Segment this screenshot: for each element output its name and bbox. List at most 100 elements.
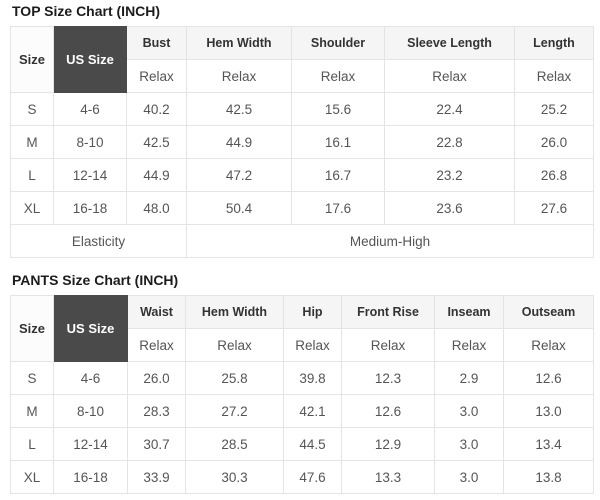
value-cell: 16.7 [291, 158, 385, 192]
value-cell: 27.2 [185, 394, 284, 428]
value-cell: 16.1 [291, 125, 385, 159]
pants-column-header-front-rise: Front Rise [341, 295, 435, 329]
value-cell: 47.2 [186, 158, 292, 192]
value-cell: 22.8 [384, 125, 515, 159]
top-header-row: Size US Size Bust Hem Width Shoulder Sle… [10, 26, 594, 93]
pants-header-row: Size US Size Waist Hem Width Hip Front R… [10, 295, 594, 362]
fit-cell: Relax [126, 59, 187, 93]
value-cell: 13.4 [503, 427, 594, 461]
value-cell: 42.5 [126, 125, 187, 159]
value-cell: 3.0 [434, 394, 504, 428]
fit-cell: Relax [384, 59, 515, 93]
value-cell: 25.2 [514, 92, 594, 126]
size-cell: XL [10, 460, 54, 494]
top-column-header-length: Length [514, 26, 594, 60]
top-column-header-sleeve-length: Sleeve Length [384, 26, 515, 60]
elasticity-value-cell: Medium-High [186, 224, 594, 258]
value-cell: 48.0 [126, 191, 187, 225]
value-cell: 47.6 [283, 460, 342, 494]
size-cell: M [10, 394, 54, 428]
us-size-cell: 4-6 [53, 361, 128, 395]
top-column-header-bust: Bust [126, 26, 187, 60]
value-cell: 26.0 [514, 125, 594, 159]
us-size-cell: 16-18 [53, 460, 128, 494]
fit-cell: Relax [186, 59, 292, 93]
size-cell: L [10, 427, 54, 461]
elasticity-label-cell: Elasticity [10, 224, 187, 258]
value-cell: 17.6 [291, 191, 385, 225]
value-cell: 12.3 [341, 361, 435, 395]
value-cell: 13.3 [341, 460, 435, 494]
table-row-xl: XL 16-18 48.0 50.4 17.6 23.6 27.6 [10, 191, 594, 225]
value-cell: 28.5 [185, 427, 284, 461]
top-chart-title: TOP Size Chart (INCH) [12, 3, 161, 19]
us-size-cell: 12-14 [53, 427, 128, 461]
table-row-s: S 4-6 40.2 42.5 15.6 22.4 25.2 [10, 92, 594, 126]
top-column-header-hem-width: Hem Width [186, 26, 292, 60]
fit-cell: Relax [185, 328, 284, 362]
pants-column-header-inseam: Inseam [434, 295, 504, 329]
value-cell: 50.4 [186, 191, 292, 225]
value-cell: 44.9 [126, 158, 187, 192]
value-cell: 28.3 [127, 394, 186, 428]
value-cell: 12.9 [341, 427, 435, 461]
pants-size-table: Size US Size Waist Hem Width Hip Front R… [10, 295, 594, 494]
value-cell: 27.6 [514, 191, 594, 225]
table-row-l: L 12-14 44.9 47.2 16.7 23.2 26.8 [10, 158, 594, 192]
top-size-column-header: Size [10, 26, 54, 93]
value-cell: 23.6 [384, 191, 515, 225]
table-row-m: M 8-10 42.5 44.9 16.1 22.8 26.0 [10, 125, 594, 159]
value-cell: 3.0 [434, 460, 504, 494]
value-cell: 40.2 [126, 92, 187, 126]
table-row-xl: XL 16-18 33.9 30.3 47.6 13.3 3.0 13.8 [10, 460, 594, 494]
value-cell: 15.6 [291, 92, 385, 126]
top-footer-row: Elasticity Medium-High [10, 224, 594, 258]
value-cell: 12.6 [503, 361, 594, 395]
value-cell: 25.8 [185, 361, 284, 395]
top-size-table: Size US Size Bust Hem Width Shoulder Sle… [10, 26, 594, 258]
pants-column-header-waist: Waist [127, 295, 186, 329]
size-cell: S [10, 361, 54, 395]
fit-cell: Relax [127, 328, 186, 362]
us-size-cell: 8-10 [53, 125, 127, 159]
value-cell: 12.6 [341, 394, 435, 428]
fit-cell: Relax [503, 328, 594, 362]
table-row-l: L 12-14 30.7 28.5 44.5 12.9 3.0 13.4 [10, 427, 594, 461]
value-cell: 39.8 [283, 361, 342, 395]
fit-cell: Relax [341, 328, 435, 362]
value-cell: 42.5 [186, 92, 292, 126]
us-size-cell: 16-18 [53, 191, 127, 225]
us-size-cell: 12-14 [53, 158, 127, 192]
fit-cell: Relax [434, 328, 504, 362]
fit-cell: Relax [514, 59, 594, 93]
pants-us-size-column-header: US Size [53, 295, 128, 362]
value-cell: 42.1 [283, 394, 342, 428]
fit-cell: Relax [283, 328, 342, 362]
table-row-m: M 8-10 28.3 27.2 42.1 12.6 3.0 13.0 [10, 394, 594, 428]
value-cell: 3.0 [434, 427, 504, 461]
value-cell: 26.0 [127, 361, 186, 395]
size-cell: M [10, 125, 54, 159]
value-cell: 22.4 [384, 92, 515, 126]
pants-column-header-hip: Hip [283, 295, 342, 329]
value-cell: 13.8 [503, 460, 594, 494]
pants-chart-title: PANTS Size Chart (INCH) [12, 272, 179, 288]
value-cell: 2.9 [434, 361, 504, 395]
size-cell: XL [10, 191, 54, 225]
value-cell: 13.0 [503, 394, 594, 428]
top-fit-row: Relax Relax Relax Relax Relax [11, 59, 594, 93]
size-cell: S [10, 92, 54, 126]
pants-column-header-hem-width: Hem Width [185, 295, 284, 329]
value-cell: 30.3 [185, 460, 284, 494]
value-cell: 44.9 [186, 125, 292, 159]
top-us-size-column-header: US Size [53, 26, 127, 93]
value-cell: 23.2 [384, 158, 515, 192]
value-cell: 44.5 [283, 427, 342, 461]
value-cell: 30.7 [127, 427, 186, 461]
value-cell: 26.8 [514, 158, 594, 192]
size-cell: L [10, 158, 54, 192]
pants-size-column-header: Size [10, 295, 54, 362]
value-cell: 33.9 [127, 460, 186, 494]
pants-column-header-outseam: Outseam [503, 295, 594, 329]
